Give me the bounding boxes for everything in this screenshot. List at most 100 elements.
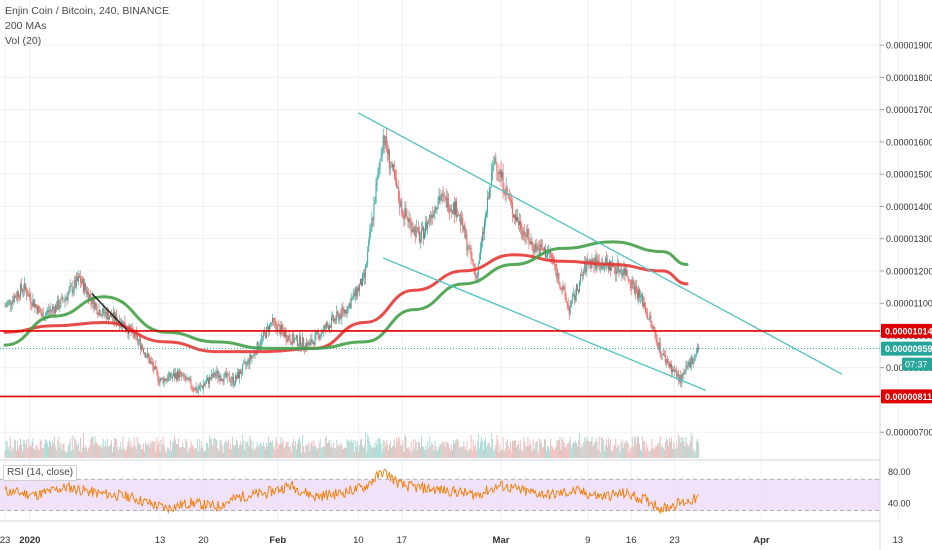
volume-bar: [193, 449, 195, 458]
volume-bar: [652, 447, 654, 458]
y-tick-label: 0.00001900: [886, 41, 932, 51]
volume-bar: [235, 444, 236, 458]
volume-bar: [639, 443, 640, 458]
volume-bar: [176, 443, 178, 458]
volume-bar: [34, 449, 36, 458]
volume-bar: [551, 445, 553, 458]
volume-bar: [330, 446, 331, 458]
candle-body: [488, 197, 490, 199]
volume-bar: [147, 444, 149, 458]
volume-bar: [344, 447, 346, 458]
volume-bar: [76, 445, 78, 458]
volume-indicator-label[interactable]: Vol (20): [5, 35, 42, 47]
volume-bar: [361, 438, 362, 458]
volume-bar: [247, 441, 249, 458]
volume-bar: [93, 444, 95, 458]
candle-body: [623, 267, 625, 273]
volume-bar: [545, 439, 546, 458]
candle-body: [293, 338, 295, 343]
candle-body: [393, 164, 394, 171]
candle-body: [460, 214, 462, 225]
candle-body: [605, 258, 607, 265]
candle-body: [123, 321, 125, 327]
candle-body: [515, 215, 516, 221]
candle-body: [77, 276, 79, 281]
volume-bar: [195, 447, 197, 458]
volume-bar: [662, 447, 664, 458]
volume-bar: [116, 439, 118, 458]
volume-bar: [135, 449, 137, 458]
candle-body: [265, 327, 267, 339]
candle-body: [679, 375, 681, 382]
x-tick-label: 13: [155, 535, 166, 546]
candle-body: [179, 372, 181, 378]
candle-body: [570, 300, 572, 306]
candle-body: [445, 196, 447, 208]
volume-bar: [369, 441, 371, 458]
volume-bar: [294, 441, 296, 458]
ma-indicator-label[interactable]: 200 MAs: [5, 20, 47, 32]
y-tick-label: 0.00001700: [886, 105, 932, 115]
volume-bar: [319, 438, 321, 458]
candle-body: [611, 266, 613, 271]
volume-bar: [472, 439, 474, 458]
candle-body: [136, 335, 138, 342]
volume-bar: [541, 447, 543, 458]
volume-bar: [561, 439, 563, 458]
volume-bar: [122, 437, 124, 458]
candle-body: [253, 351, 255, 355]
volume-bar: [265, 449, 266, 458]
candle-body: [686, 365, 688, 367]
volume-bar: [259, 441, 261, 458]
candle-body: [633, 284, 635, 294]
candle-body: [69, 286, 71, 290]
volume-bar: [677, 447, 679, 458]
volume-bar: [36, 444, 38, 458]
candle-body: [565, 296, 567, 302]
candle-body: [494, 157, 496, 165]
candle-body: [621, 270, 623, 276]
candle-body: [274, 320, 276, 322]
volume-bar: [131, 448, 133, 458]
rsi-indicator-label[interactable]: RSI (14, close): [3, 465, 78, 481]
volume-bar: [346, 439, 348, 458]
volume-bar: [525, 445, 527, 458]
ma-fast-line: [3, 253, 689, 354]
candle-body: [378, 165, 380, 171]
volume-bar: [492, 438, 494, 458]
volume-bar: [331, 443, 333, 458]
candle-body: [364, 273, 366, 278]
volume-bar: [49, 440, 50, 458]
candle-body: [662, 353, 664, 355]
candle-body: [641, 294, 642, 297]
resistance-price-tag: 0.00001014: [885, 326, 932, 336]
candle-body: [94, 302, 96, 309]
volume-bar: [365, 432, 367, 458]
candle-body: [28, 294, 30, 297]
candle-body: [178, 370, 180, 378]
candle-body: [454, 202, 455, 215]
candle-body: [603, 265, 605, 269]
volume-bar: [625, 440, 627, 458]
candle-body: [383, 135, 385, 145]
candle-body: [657, 345, 659, 349]
volume-bar: [446, 442, 448, 458]
volume-bar: [160, 439, 162, 458]
chart-legend: Enjin Coin / Bitcoin, 240, BINANCE 200 M…: [5, 4, 169, 49]
volume-bar: [20, 438, 21, 458]
candle-body: [660, 352, 662, 356]
volume-bar: [428, 447, 430, 458]
volume-bar: [487, 444, 489, 458]
candle-body: [60, 299, 62, 307]
volume-bar: [39, 440, 41, 458]
candle-body: [190, 379, 192, 387]
candle-body: [278, 325, 280, 326]
volume-bar: [108, 445, 110, 458]
candle-body: [519, 221, 521, 225]
volume-bar: [342, 448, 344, 458]
volume-bar: [198, 438, 200, 458]
candle-body: [97, 313, 99, 316]
candle-body: [294, 338, 296, 339]
volume-bar: [292, 438, 294, 458]
